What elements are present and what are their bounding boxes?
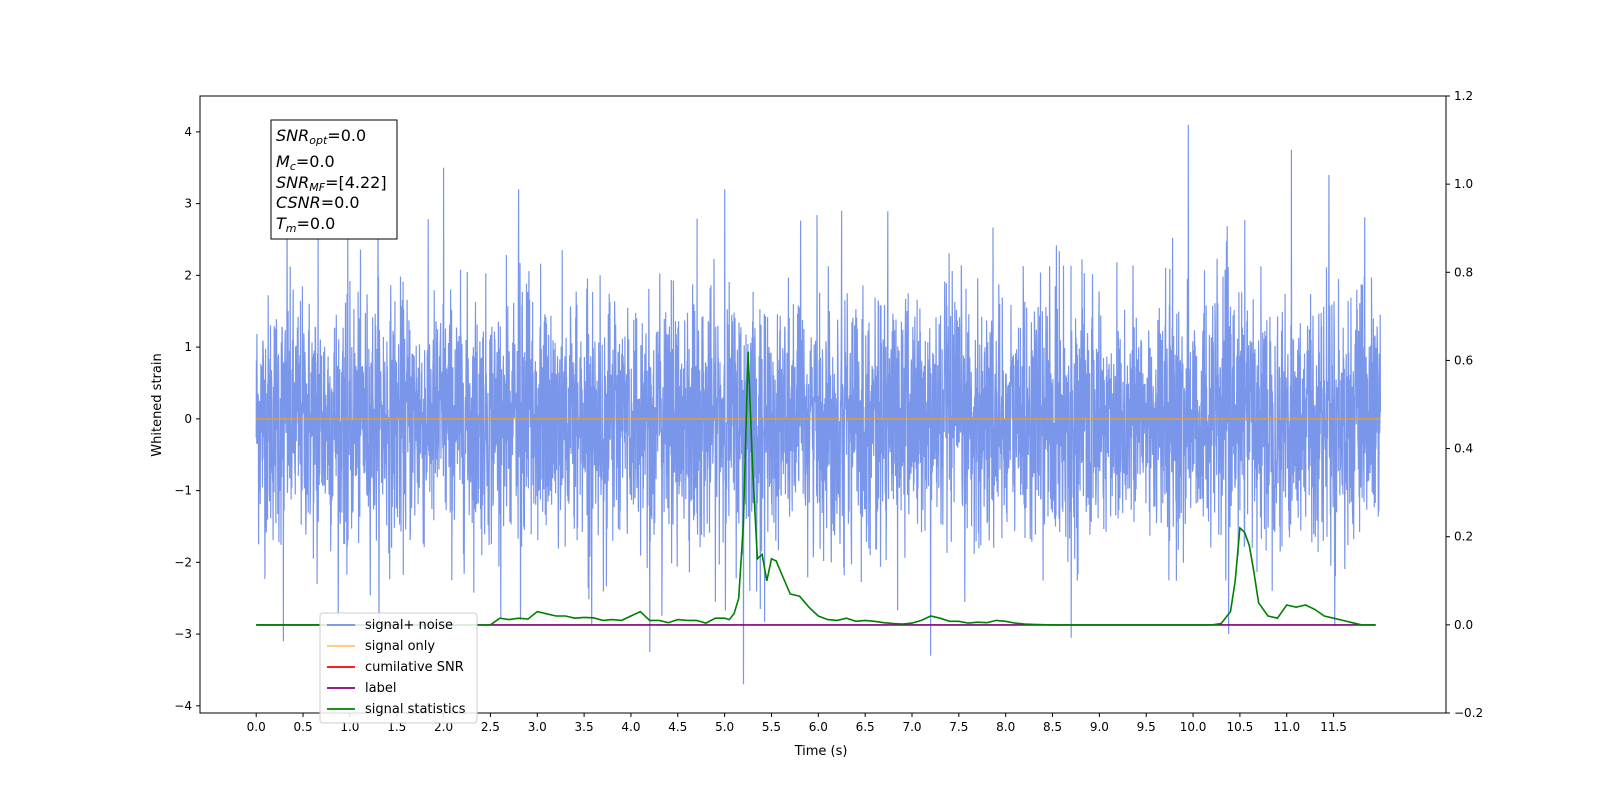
annotation-box: SNRopt=0.0 Mc=0.0 SNRMF=[4.22] CSNR=0.0 … — [270, 119, 398, 240]
y-left-tick-label: 4 — [184, 125, 192, 139]
y-left-tick-label: 2 — [184, 268, 192, 282]
x-tick-label: 5.5 — [762, 720, 781, 734]
x-tick-label: 4.5 — [668, 720, 687, 734]
y-left-tick-label: 1 — [184, 340, 192, 354]
x-tick-label: 7.0 — [902, 720, 921, 734]
x-tick-label: 4.0 — [621, 720, 640, 734]
legend-label-signal-statistics: signal statistics — [365, 702, 466, 717]
legend-label-signal-noise: signal+ noise — [365, 618, 453, 633]
x-tick-label: 3.5 — [575, 720, 594, 734]
y-left-tick-label: −4 — [174, 699, 192, 713]
x-tick-label: 11.5 — [1320, 720, 1347, 734]
y-right-tick-label: 0.2 — [1454, 530, 1473, 544]
y-axis-right-ticks: 1.2 1.0 0.8 0.6 0.4 0.2 0.0 −0.2 — [1446, 89, 1483, 720]
series-signal-statistics — [256, 351, 1376, 626]
x-tick-label: 8.5 — [1043, 720, 1062, 734]
x-axis-label: Time (s) — [794, 744, 848, 759]
x-tick-label: 6.5 — [856, 720, 875, 734]
y-right-tick-label: 0.6 — [1454, 353, 1473, 367]
y-right-tick-label: −0.2 — [1454, 706, 1483, 720]
x-tick-label: 11.0 — [1273, 720, 1300, 734]
y-right-tick-label: 0.8 — [1454, 265, 1473, 279]
x-tick-label: 3.0 — [528, 720, 547, 734]
annotation-snr-mf: SNRMF=[4.22] — [276, 173, 387, 194]
x-tick-label: 10.0 — [1180, 720, 1207, 734]
series-signal-noise — [255, 124, 1381, 685]
x-tick-label: 2.5 — [481, 720, 500, 734]
legend: signal+ noise signal only cumilative SNR… — [319, 612, 478, 724]
y-left-tick-label: 0 — [184, 412, 192, 426]
y-axis-left-ticks: 4 3 2 1 0 −1 −2 −3 −4 — [174, 125, 200, 713]
y-right-tick-label: 1.0 — [1454, 177, 1473, 191]
y-left-tick-label: −3 — [174, 627, 192, 641]
annotation-snr-opt: SNRopt=0.0 — [276, 126, 366, 147]
y-right-tick-label: 1.2 — [1454, 89, 1473, 103]
y-left-tick-label: −2 — [174, 555, 192, 569]
y-left-tick-label: 3 — [184, 197, 192, 211]
y-right-tick-label: 0.4 — [1454, 442, 1473, 456]
x-tick-label: 9.5 — [1137, 720, 1156, 734]
y-left-tick-label: −1 — [174, 484, 192, 498]
x-tick-label: 10.5 — [1227, 720, 1254, 734]
legend-label-cumulative-snr: cumilative SNR — [365, 660, 464, 675]
legend-label-signal-only: signal only — [365, 639, 435, 654]
legend-label-label: label — [365, 681, 396, 696]
x-tick-label: 6.0 — [809, 720, 828, 734]
x-tick-label: 8.0 — [996, 720, 1015, 734]
x-tick-label: 0.0 — [247, 720, 266, 734]
x-tick-label: 0.5 — [294, 720, 313, 734]
y-right-tick-label: 0.0 — [1454, 618, 1473, 632]
plot-frame — [199, 95, 1447, 714]
noise-series-layer — [255, 124, 1381, 685]
annotation-mc: Mc=0.0 — [276, 152, 335, 173]
annotation-csnr: CSNR=0.0 — [276, 193, 360, 212]
x-tick-label: 5.0 — [715, 720, 734, 734]
annotation-tm: Tm=0.0 — [276, 214, 335, 235]
x-tick-label: 9.0 — [1090, 720, 1109, 734]
x-tick-label: 7.5 — [949, 720, 968, 734]
y-axis-label: Whitened strain — [150, 353, 165, 456]
